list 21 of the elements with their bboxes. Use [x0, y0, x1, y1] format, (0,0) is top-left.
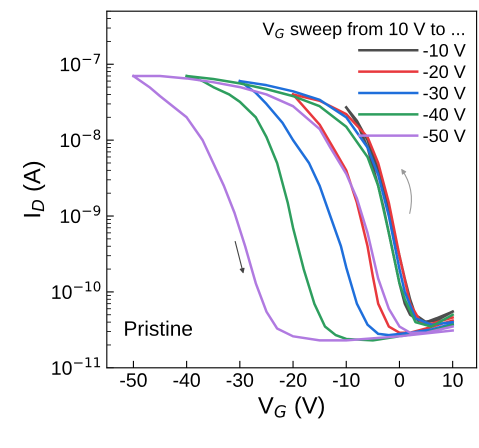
legend-label: -10 V — [423, 44, 466, 57]
legend-label: -40 V — [423, 108, 466, 121]
y-tick-label: 10$^{−8}$ — [60, 129, 100, 148]
x-axis-title: V$_{G}$ (V) — [258, 396, 324, 418]
x-tick-label: -10 — [333, 373, 360, 387]
y-axis-title: I$_{D}$ (A) — [23, 162, 46, 216]
y-tick-label: 10$^{−7}$ — [60, 54, 100, 72]
legend-label: -30 V — [423, 86, 466, 100]
y-tick-label: 10$^{−10}$ — [52, 281, 100, 300]
x-tick-label: -40 — [173, 373, 200, 387]
legend-label: -20 V — [423, 65, 466, 78]
legend-label: -50 V — [423, 129, 466, 142]
x-tick-label: -50 — [120, 373, 147, 387]
legend-title: V$_{G}$ sweep from 10 V to ... — [262, 22, 464, 39]
annotation: Pristine — [125, 320, 192, 336]
y-tick-label: 10$^{−9}$ — [60, 205, 100, 224]
x-tick-label: 0 — [394, 373, 404, 387]
x-tick-label: -20 — [280, 373, 306, 387]
x-tick-label: -30 — [226, 373, 254, 387]
x-tick-label: 10 — [443, 373, 463, 387]
y-tick-label: 10$^{−11}$ — [52, 357, 100, 375]
